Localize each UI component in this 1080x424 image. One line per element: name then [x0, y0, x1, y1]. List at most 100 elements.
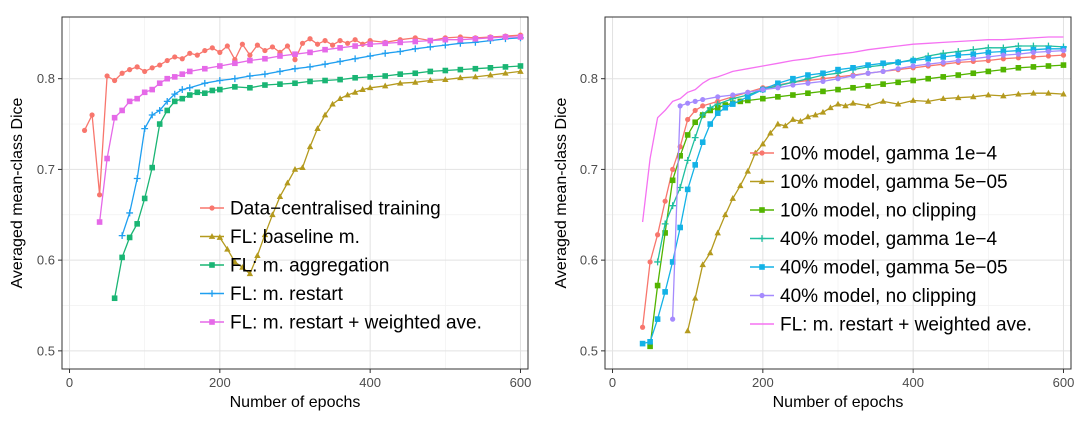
- data-point: [677, 224, 683, 231]
- data-point: [397, 71, 404, 77]
- data-point: [157, 62, 163, 68]
- legend-item: 40% model, gamma 5e−05: [750, 258, 1008, 279]
- data-point: [472, 73, 479, 80]
- data-point: [217, 86, 223, 93]
- legend-item: FL: baseline m.: [200, 227, 360, 248]
- legend-key-marker: [759, 292, 765, 299]
- x-tick-label: 0: [66, 375, 73, 390]
- data-point: [277, 81, 283, 87]
- data-point: [691, 294, 699, 301]
- data-point: [142, 68, 148, 75]
- data-point: [187, 50, 193, 56]
- data-point: [246, 270, 254, 277]
- legend-key-marker: [758, 178, 766, 184]
- data-point: [744, 167, 752, 174]
- data-point: [367, 74, 373, 80]
- data-point: [171, 74, 178, 80]
- data-point: [284, 179, 291, 186]
- data-point: [382, 73, 388, 79]
- series-4: [96, 34, 524, 225]
- data-point: [366, 84, 374, 91]
- legend-label: Data−centralised training: [230, 199, 441, 220]
- data-point: [1045, 89, 1052, 96]
- y-axis-label: Averaged mean-class Dice: [553, 97, 570, 288]
- data-point: [692, 107, 698, 114]
- x-tick-label: 600: [1053, 375, 1075, 390]
- data-point: [842, 102, 849, 109]
- data-point: [692, 162, 698, 168]
- series-2: [111, 63, 524, 302]
- data-point: [782, 122, 789, 129]
- data-point: [291, 65, 299, 73]
- data-point: [1030, 49, 1037, 55]
- data-point: [805, 80, 811, 86]
- data-point: [1045, 48, 1052, 55]
- data-point: [850, 65, 856, 71]
- data-point: [880, 68, 886, 75]
- data-point: [194, 89, 201, 96]
- data-point: [910, 63, 916, 69]
- data-point: [745, 89, 751, 95]
- data-point: [850, 73, 856, 79]
- data-point: [178, 86, 186, 93]
- data-point: [502, 69, 509, 76]
- data-point: [306, 143, 314, 150]
- data-point: [827, 104, 834, 111]
- data-point: [141, 89, 148, 96]
- data-point: [351, 55, 359, 63]
- data-point: [179, 56, 185, 62]
- data-point: [760, 86, 766, 93]
- data-point: [654, 316, 661, 322]
- data-point: [232, 84, 238, 90]
- data-point: [186, 84, 194, 92]
- data-point: [684, 327, 691, 334]
- data-point: [745, 94, 751, 100]
- data-point: [442, 36, 449, 43]
- data-point: [865, 70, 871, 76]
- data-point: [669, 202, 677, 210]
- legend-item: 40% model, no clipping: [750, 286, 976, 307]
- data-point: [677, 153, 683, 159]
- series-5: [670, 47, 1067, 322]
- legend-key-marker: [758, 235, 766, 242]
- data-point: [692, 98, 698, 104]
- legend-item: 10% model, no clipping: [750, 201, 976, 222]
- data-point: [149, 65, 155, 71]
- data-point: [1000, 48, 1007, 55]
- data-point: [472, 35, 479, 42]
- y-axis-label: Averaged mean-class Dice: [9, 97, 26, 288]
- legend-item: 10% model, gamma 5e−05: [750, 172, 1008, 193]
- legend-key-marker: [209, 262, 215, 268]
- data-point: [292, 57, 298, 63]
- data-point: [895, 66, 901, 72]
- series-1: [216, 68, 524, 277]
- legend-key-marker: [759, 150, 765, 156]
- legend-key-marker: [208, 233, 216, 239]
- data-point: [910, 77, 916, 84]
- data-point: [156, 80, 163, 87]
- data-point: [156, 107, 164, 114]
- data-point: [202, 65, 208, 72]
- data-point: [639, 324, 646, 330]
- y-tick-label: 0.8: [580, 71, 598, 86]
- series-3: [118, 34, 524, 240]
- legend-label: 40% model, no clipping: [780, 286, 976, 307]
- data-point: [662, 289, 668, 295]
- data-point: [707, 249, 714, 256]
- data-point: [336, 58, 344, 65]
- data-point: [344, 91, 351, 98]
- data-point: [850, 84, 856, 91]
- data-point: [955, 52, 962, 58]
- x-axis-label: Number of epochs: [230, 394, 361, 411]
- data-point: [269, 44, 276, 50]
- data-point: [670, 166, 676, 173]
- data-point: [164, 75, 171, 82]
- data-point: [1015, 65, 1022, 71]
- legend-item: FL: m. aggregation: [200, 256, 389, 277]
- data-point: [849, 99, 857, 106]
- legend-label: 10% model, gamma 5e−05: [780, 172, 1008, 193]
- legend-item: FL: m. restart: [200, 284, 344, 305]
- data-point: [345, 40, 351, 46]
- data-point: [517, 34, 524, 40]
- x-tick-label: 200: [209, 375, 231, 390]
